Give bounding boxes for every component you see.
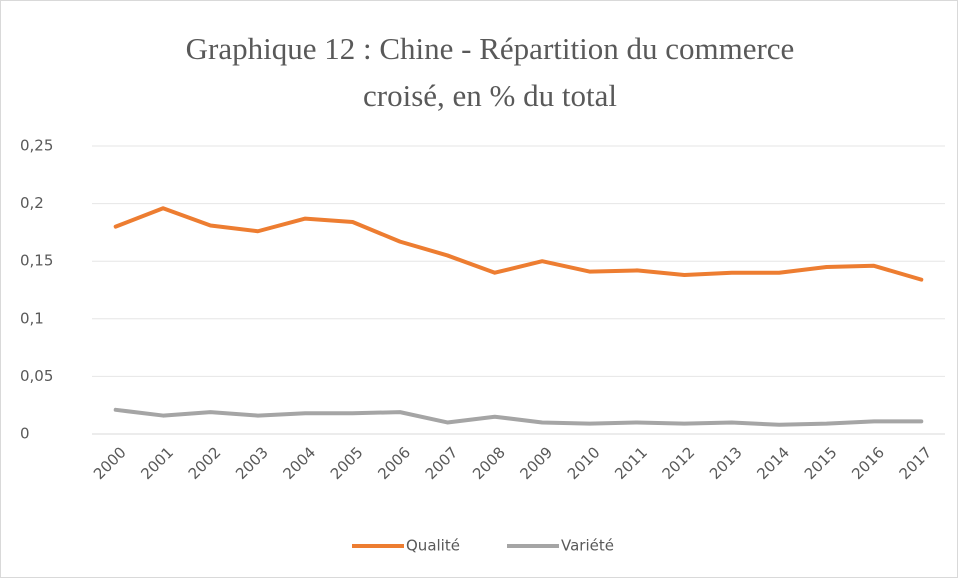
y-tick-label: 0,15 [20, 252, 53, 270]
chart-title: croisé, en % du total [363, 78, 617, 113]
y-tick-label: 0 [20, 425, 30, 443]
legend-label: Variété [561, 537, 614, 555]
y-tick-label: 0,2 [20, 194, 44, 212]
chart-title: Graphique 12 : Chine - Répartition du co… [186, 31, 795, 66]
y-tick-label: 0,05 [20, 367, 53, 385]
legend-label: Qualité [406, 537, 460, 555]
y-tick-label: 0,1 [20, 309, 44, 327]
line-series [113, 206, 924, 282]
y-tick-label: 0,25 [20, 137, 53, 155]
line-series [113, 407, 924, 427]
